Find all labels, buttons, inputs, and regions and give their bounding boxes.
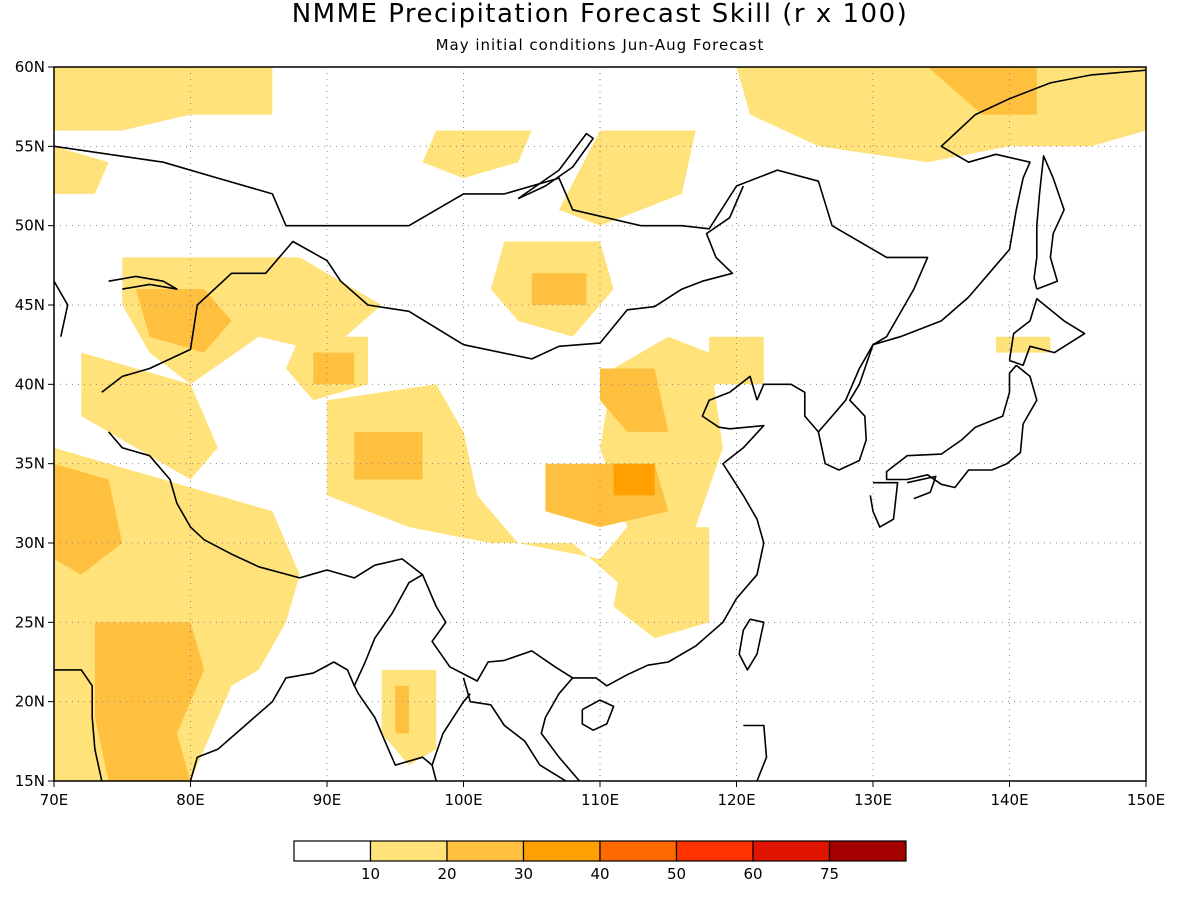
lat-tick-label: 45N — [15, 296, 45, 314]
lat-tick-label: 35N — [15, 455, 45, 473]
lat-tick-label: 50N — [15, 217, 45, 235]
lat-tick-label: 55N — [15, 137, 45, 155]
lat-tick-label: 20N — [15, 693, 45, 711]
skill-region-level-1 — [709, 336, 764, 385]
lon-tick-label: 120E — [717, 791, 755, 809]
outline-hainan — [581, 699, 615, 732]
colorbar-label: 20 — [437, 865, 456, 883]
map-title: NMME Precipitation Forecast Skill (r x 1… — [292, 0, 909, 29]
outline-korea-bay — [756, 383, 820, 433]
skill-region-level-1 — [81, 352, 218, 480]
outline-hokkaido — [1008, 297, 1086, 367]
skill-region-level-2 — [531, 273, 587, 305]
outline-baikal — [517, 132, 595, 200]
outline-caspian-aral — [54, 280, 69, 337]
outline-taiwan — [738, 618, 765, 671]
outline-china-border — [101, 185, 745, 393]
lon-tick-label: 130E — [854, 791, 892, 809]
lat-tick-label: 30N — [15, 534, 45, 552]
skill-region-level-1 — [736, 67, 1146, 163]
lon-tick-label: 140E — [990, 791, 1028, 809]
skill-region-level-1 — [559, 130, 696, 226]
lat-tick-label: 60N — [15, 58, 45, 76]
colorbar-swatch — [446, 840, 525, 862]
skill-region-level-2 — [94, 622, 205, 781]
lon-tick-label: 70E — [40, 791, 69, 809]
outline-bay-of-bengal — [189, 661, 437, 781]
skill-region-level-1 — [54, 146, 109, 194]
colorbar-label: 40 — [590, 865, 609, 883]
lon-tick-label: 80E — [176, 791, 205, 809]
outline-china-coast — [540, 375, 765, 781]
outline-south-asia — [54, 669, 103, 781]
skill-region-level-3 — [613, 463, 655, 496]
outline-shikoku — [906, 475, 937, 500]
latitude-axis: 15N 20N 25N 30N 35N 40N 45N 50N 55N 60N — [15, 58, 54, 790]
skill-region-level-2 — [927, 67, 1037, 115]
lon-tick-label: 110E — [581, 791, 619, 809]
skill-region-level-2 — [313, 352, 355, 385]
outline-sakhalin — [1033, 155, 1065, 290]
colorbar-swatch — [369, 840, 448, 862]
colorbar-swatch — [599, 840, 678, 862]
colorbar-label: 50 — [667, 865, 686, 883]
colorbar-label: 75 — [820, 865, 839, 883]
skill-region-level-2 — [54, 463, 123, 575]
skill-region-level-1 — [613, 527, 710, 639]
skill-region-level-1 — [54, 67, 273, 131]
colorbar: 10 20 30 40 50 60 75 — [293, 840, 907, 883]
colorbar-swatch — [752, 840, 831, 862]
skill-region-level-2 — [354, 431, 423, 480]
colorbar-swatch — [293, 840, 372, 862]
lon-tick-label: 100E — [444, 791, 482, 809]
lat-tick-label: 25N — [15, 613, 45, 631]
dotted-gridlines — [54, 67, 1146, 781]
lon-tick-label: 90E — [313, 791, 342, 809]
lat-tick-label: 15N — [15, 772, 45, 790]
outline-kyushu — [869, 481, 899, 528]
outline-himalaya-border — [107, 431, 574, 682]
lat-tick-label: 40N — [15, 375, 45, 393]
coastline-layer — [54, 69, 1146, 781]
skill-region-level-1 — [381, 669, 437, 766]
colorbar-label: 30 — [514, 865, 533, 883]
outline-honshu — [885, 364, 1038, 489]
outline-balkhash — [108, 275, 178, 290]
outline-laos-border — [462, 677, 567, 781]
map-subtitle: May initial conditions Jun-Aug Forecast — [436, 36, 765, 54]
outline-indochina-borders — [353, 574, 424, 687]
skill-region-level-2 — [395, 685, 409, 734]
longitude-axis: 70E 80E 90E 100E 110E 120E 130E 140E 150E — [40, 781, 1165, 809]
skill-region-level-1 — [422, 130, 532, 179]
outline-thai-border — [431, 693, 471, 766]
outline-mainland — [54, 69, 1146, 471]
skill-region-level-2 — [135, 289, 232, 353]
colorbar-swatch — [675, 840, 754, 862]
colorbar-swatch — [828, 840, 907, 862]
colorbar-label: 60 — [743, 865, 762, 883]
lon-tick-label: 150E — [1127, 791, 1165, 809]
outline-philippines-north — [743, 724, 768, 781]
colorbar-swatch — [522, 840, 601, 862]
skill-region-level-2 — [600, 368, 669, 432]
colorbar-label: 10 — [361, 865, 380, 883]
